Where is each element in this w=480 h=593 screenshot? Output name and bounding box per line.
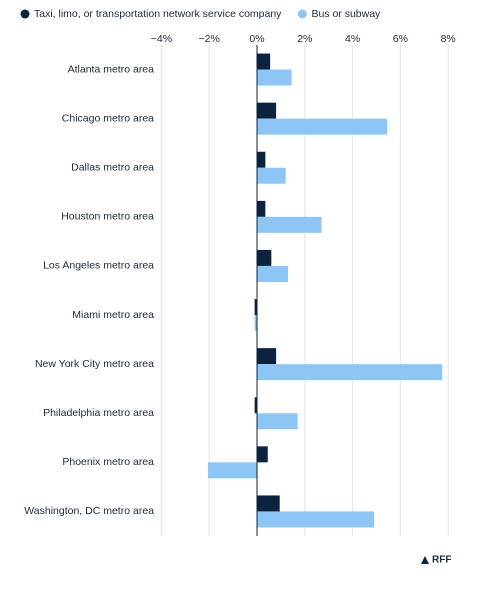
bar	[257, 118, 388, 135]
bar	[257, 200, 266, 217]
bar	[257, 53, 271, 70]
y-tick-label: New York City metro area	[35, 358, 154, 370]
y-tick-label: Los Angeles metro area	[43, 260, 154, 272]
x-tick-label: 8%	[441, 33, 456, 45]
x-tick-label: 4%	[345, 33, 360, 45]
x-tick-label: −2%	[199, 33, 220, 45]
source-logo: RFF	[432, 555, 451, 566]
y-tick-label: Miami metro area	[72, 309, 154, 321]
x-tick-label: 2%	[297, 33, 312, 45]
y-tick-label: Dallas metro area	[71, 162, 154, 174]
logo-mark	[421, 556, 429, 564]
bar	[257, 102, 277, 119]
y-tick-label: Phoenix metro area	[62, 456, 154, 468]
bar	[208, 462, 257, 479]
x-tick-label: −4%	[151, 33, 172, 45]
bar	[254, 315, 257, 332]
bar	[257, 348, 277, 365]
y-tick-label: Chicago metro area	[62, 112, 154, 124]
bar	[254, 299, 257, 316]
x-tick-label: 0%	[249, 33, 264, 45]
legend-swatch	[297, 9, 307, 19]
y-tick-label: Atlanta metro area	[68, 63, 155, 75]
y-tick-label: Philadelphia metro area	[43, 407, 154, 419]
bar	[257, 446, 268, 463]
y-tick-label: Washington, DC metro area	[24, 505, 154, 517]
bar	[257, 151, 266, 168]
y-tick-label: Houston metro area	[61, 211, 154, 223]
bar	[257, 69, 292, 86]
bar	[254, 397, 257, 414]
bar	[257, 167, 286, 184]
bar	[257, 364, 443, 381]
legend-label: Taxi, limo, or transportation network se…	[34, 8, 282, 20]
bar	[257, 413, 298, 430]
legend-label: Bus or subway	[311, 8, 381, 20]
bar	[257, 511, 375, 528]
bar	[257, 216, 322, 233]
legend-swatch	[20, 9, 30, 19]
bar	[257, 495, 280, 512]
bar	[257, 249, 272, 266]
x-tick-label: 6%	[393, 33, 408, 45]
bar	[257, 265, 289, 282]
